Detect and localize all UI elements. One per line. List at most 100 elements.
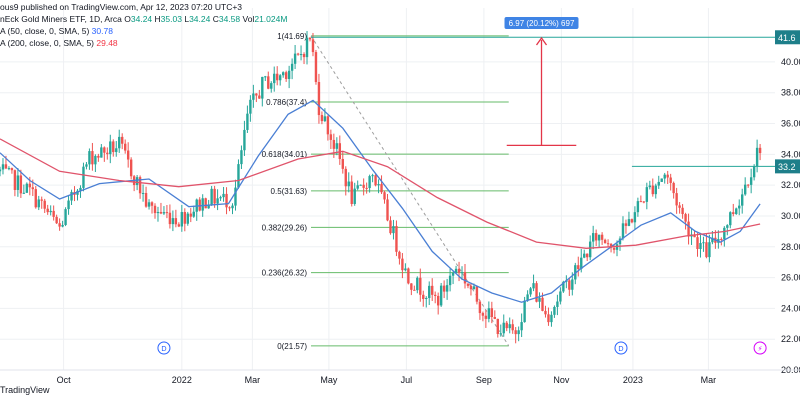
candle-body bbox=[67, 200, 70, 210]
candle-body bbox=[568, 280, 571, 290]
candle-body bbox=[55, 216, 58, 224]
fib-level-label: 0.236(26.32) bbox=[262, 269, 308, 278]
candle-body bbox=[392, 226, 395, 234]
y-tick-label: 32.00 bbox=[781, 180, 800, 190]
candle-body bbox=[630, 219, 634, 223]
ma200-label: A (200, close, 0, SMA, 5) bbox=[0, 38, 95, 48]
candle-body bbox=[425, 298, 428, 300]
candle-body bbox=[46, 208, 49, 213]
candle-body bbox=[365, 187, 368, 189]
candle-body bbox=[451, 272, 455, 276]
dividend-marker bbox=[157, 341, 171, 355]
candle-body bbox=[678, 205, 681, 208]
candle-body bbox=[144, 192, 148, 207]
candle-body bbox=[487, 308, 491, 319]
fib-level-label: 0.618(34.01) bbox=[262, 150, 308, 159]
candle-body bbox=[520, 322, 523, 331]
candle-body bbox=[699, 243, 702, 250]
ma50-value: 30.78 bbox=[91, 26, 113, 36]
candle-body bbox=[308, 37, 312, 40]
y-tick-label: 22.00 bbox=[781, 334, 800, 344]
candle-body bbox=[147, 202, 151, 207]
candle-body bbox=[490, 308, 494, 318]
candle-body bbox=[171, 218, 175, 225]
candle-body bbox=[1, 164, 5, 170]
footer-brand: TradingView bbox=[0, 385, 50, 395]
close-label: C bbox=[212, 14, 219, 24]
candle-body bbox=[61, 224, 64, 227]
candle-body bbox=[112, 141, 115, 153]
fib-level-label: 0.382(29.26) bbox=[262, 223, 308, 232]
candle-body bbox=[210, 188, 213, 205]
candle-body bbox=[311, 39, 315, 53]
y-tick-label: 24.00 bbox=[781, 303, 800, 313]
candle-body bbox=[696, 237, 699, 250]
y-tick-label: 34.00 bbox=[781, 149, 800, 159]
candle-body bbox=[153, 205, 157, 214]
price-tag-label: 33.2 bbox=[778, 162, 796, 172]
candle-body bbox=[481, 313, 485, 316]
candle-body bbox=[422, 294, 425, 299]
candle-body bbox=[341, 158, 344, 169]
candle-body bbox=[553, 306, 556, 315]
candle-body bbox=[741, 194, 744, 206]
candle-body bbox=[431, 285, 434, 295]
candle-body bbox=[40, 199, 43, 201]
candle-body bbox=[362, 184, 365, 188]
candle-body bbox=[529, 288, 532, 295]
candle-body bbox=[284, 72, 288, 79]
candle-body bbox=[219, 197, 222, 199]
candle-body bbox=[141, 192, 145, 194]
ma50-legend[interactable]: A (50, close, 0, SMA, 5) 30.78 bbox=[0, 26, 113, 36]
candle-body bbox=[609, 243, 613, 248]
ma50-label: A (50, close, 0, SMA, 5) bbox=[0, 26, 90, 36]
fibonacci-retracement[interactable]: 1(41.69) 0.786(37.4) 0.618(34.01) 0.5(31.63… bbox=[262, 32, 510, 351]
candle-body bbox=[70, 191, 73, 201]
candle-body bbox=[76, 190, 79, 195]
candle-body bbox=[502, 322, 505, 334]
candle-body bbox=[758, 147, 762, 154]
candle-body bbox=[115, 148, 118, 153]
candle-body bbox=[594, 233, 598, 241]
candle-body bbox=[237, 164, 240, 188]
dividend-marker-label: D bbox=[618, 345, 623, 353]
candle-body bbox=[508, 324, 511, 329]
candle-body bbox=[165, 212, 169, 214]
low-value: 34.24 bbox=[189, 14, 211, 24]
dividend-marker-label: D bbox=[161, 345, 166, 353]
candle-body bbox=[401, 258, 404, 271]
annotations[interactable]: 41.6 33.2 6.97 (20.12%) 697 D D ⚡ bbox=[157, 17, 800, 355]
candle-body bbox=[726, 225, 729, 228]
candle-body bbox=[106, 152, 109, 155]
candle-body bbox=[466, 283, 470, 286]
candle-body bbox=[457, 268, 461, 273]
candle-body bbox=[162, 212, 166, 214]
candle-body bbox=[368, 176, 371, 189]
candle-body bbox=[25, 183, 29, 193]
candle-body bbox=[168, 212, 172, 225]
candle-body bbox=[493, 317, 497, 319]
y-tick-label: 40.00 bbox=[781, 57, 800, 67]
candle-body bbox=[287, 70, 291, 79]
candle-body bbox=[469, 285, 473, 290]
moving-averages bbox=[0, 99, 761, 303]
candle-body bbox=[281, 72, 285, 76]
candle-body bbox=[532, 283, 535, 289]
candle-body bbox=[511, 324, 514, 331]
candle-body bbox=[213, 188, 216, 204]
tradingview-logo-text: TradingView bbox=[0, 385, 50, 395]
volume-label: Vol bbox=[242, 14, 255, 24]
candle-body bbox=[433, 294, 437, 296]
price-tag-label: 41.6 bbox=[778, 33, 796, 43]
candle-body bbox=[675, 193, 678, 206]
candle-body bbox=[755, 147, 759, 167]
candle-body bbox=[189, 213, 192, 217]
candle-body bbox=[735, 208, 738, 215]
ma50-line bbox=[0, 99, 761, 303]
candle-body bbox=[261, 76, 264, 99]
ma200-legend[interactable]: A (200, close, 0, SMA, 5) 29.48 bbox=[0, 38, 118, 48]
candle-body bbox=[600, 234, 604, 240]
candle-body bbox=[544, 310, 547, 315]
high-label: H bbox=[154, 14, 161, 24]
